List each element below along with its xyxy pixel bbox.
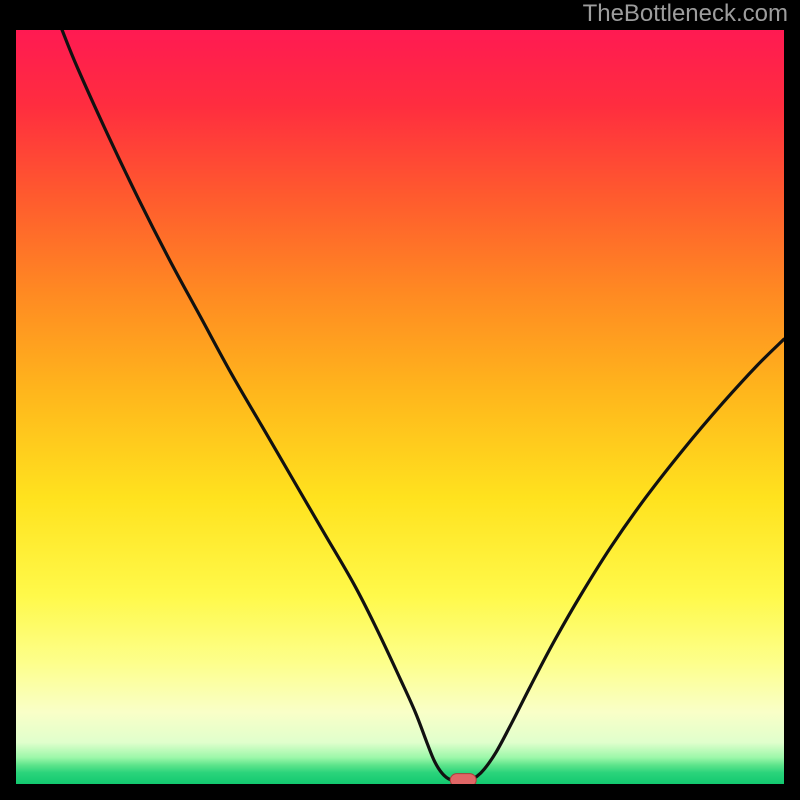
- attribution-text: TheBottleneck.com: [583, 0, 788, 28]
- minimum-marker: [450, 773, 477, 784]
- chart-frame: [16, 30, 784, 784]
- page-root: { "attribution": { "text": "TheBottlenec…: [0, 0, 800, 800]
- curve-path: [62, 30, 784, 781]
- bottleneck-curve: [16, 30, 784, 784]
